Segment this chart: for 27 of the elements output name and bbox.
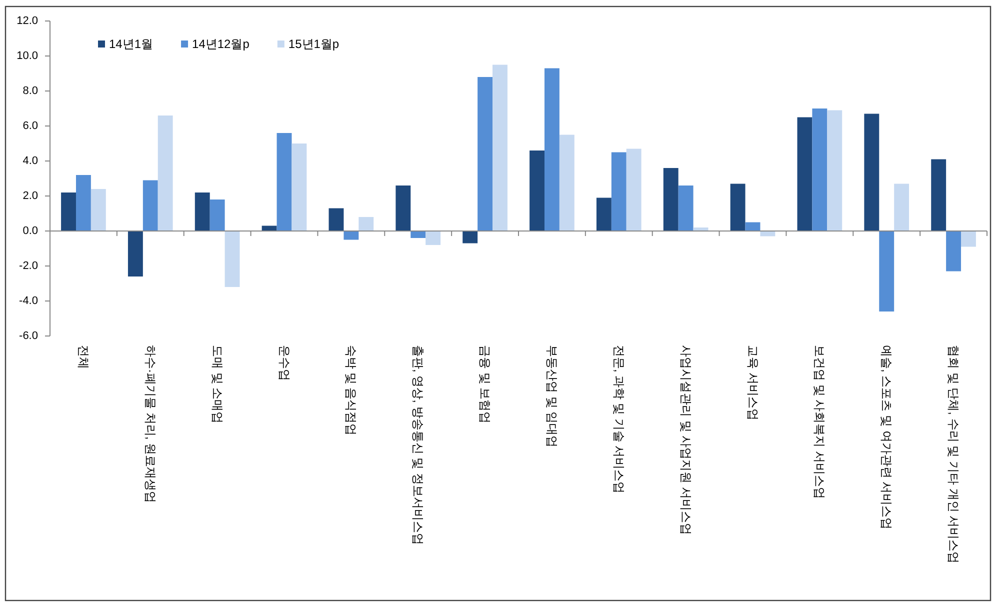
x-tick-label: 보건업 및 사회복지 서비스업 (812, 345, 827, 500)
y-tick-label: 4.0 (22, 155, 38, 167)
x-tick-label: 교육 서비스업 (746, 345, 760, 420)
legend-label: 15년1월p (288, 37, 340, 51)
y-tick-label: 12.0 (16, 15, 38, 27)
x-tick-label: 부동산업 및 임대업 (544, 345, 559, 448)
x-tick-label: 하수·폐기물 처리, 원료재생업 (143, 345, 158, 503)
x-tick-label: 협회 및 단체, 수리 및 기타 개인 서비스업 (946, 345, 961, 564)
y-tick-label: 10.0 (16, 50, 38, 62)
y-tick-label: 8.0 (22, 85, 38, 97)
x-tick-label: 사업시설관리 및 사업지원 서비스업 (678, 345, 693, 536)
y-tick-label: -2.0 (19, 260, 38, 272)
y-tick-label: -6.0 (19, 330, 38, 342)
x-tick-label: 전체 (76, 345, 90, 369)
x-tick-label: 운수업 (277, 345, 292, 381)
x-tick-label: 예술, 스포츠 및 여가관련 서비스업 (880, 345, 894, 530)
legend-label: 14년12월p (192, 37, 250, 51)
x-tick-label: 전문, 과학 및 기술 서비스업 (612, 345, 626, 494)
x-tick-label: 출판, 영상, 방송통신 및 정보서비스업 (411, 345, 426, 546)
legend-label: 14년1월 (109, 37, 154, 51)
y-tick-label: 2.0 (22, 190, 38, 202)
y-tick-label: 0.0 (22, 225, 38, 237)
y-tick-label: 6.0 (22, 120, 38, 132)
x-tick-label: 금융 및 보험업 (478, 345, 492, 424)
x-tick-label: 숙박 및 음식점업 (344, 345, 358, 436)
y-tick-label: -4.0 (19, 295, 38, 307)
x-tick-label: 도매 및 소매업 (210, 345, 224, 424)
